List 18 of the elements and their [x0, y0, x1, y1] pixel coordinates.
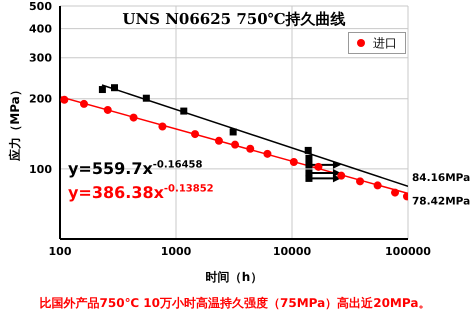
y-tick-label: 400 — [29, 22, 52, 36]
y-tick-label: 500 — [29, 0, 52, 13]
y-axis-title: 应力（MPa） — [8, 84, 22, 162]
x-tick-label: 100 — [48, 244, 72, 258]
x-axis-title: 时间（h） — [206, 270, 262, 284]
x-tick-label: 10000 — [272, 244, 312, 258]
y-tick-label: 300 — [29, 52, 52, 65]
x-tick-label: 1000 — [160, 244, 192, 258]
legend-label: 进口 — [372, 35, 397, 51]
annotation: 84.16MPa — [412, 172, 470, 184]
y-tick-label: 200 — [29, 92, 52, 106]
x-tick-label: 100000 — [385, 244, 432, 258]
annotation: y=386.38x$^{-0.13852}$ — [68, 183, 214, 202]
annotation: 78.42MPa — [412, 195, 470, 208]
text: 比国外产品750℃ 10万小时高温持久强度（75MPa）高出近20MPa。 — [38, 295, 432, 312]
y-tick-label: 100 — [29, 162, 52, 176]
chart-title: UNS N06625 750℃持久曲线 — [121, 10, 347, 29]
annotation: y=559.7x$^{-0.16458}$ — [68, 159, 202, 178]
